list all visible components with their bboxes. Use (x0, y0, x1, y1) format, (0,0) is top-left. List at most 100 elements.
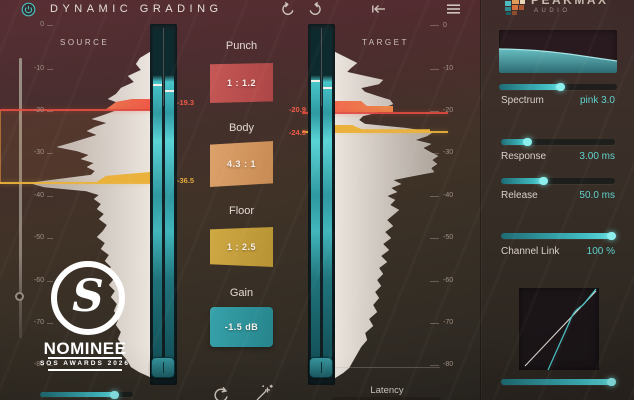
response-value[interactable]: 3.00 ms (579, 151, 615, 162)
target-histogram (335, 51, 439, 379)
source-level-meter (150, 24, 177, 385)
scale-label: -80 (443, 361, 454, 368)
spectrum-label: Spectrum (501, 95, 544, 106)
scale-tick (430, 365, 439, 366)
scale-label: -80 (33, 361, 44, 368)
scale-label: -50 (443, 234, 454, 241)
spectrum-value[interactable]: pink 3.0 (579, 95, 615, 106)
scale-label: -30 (33, 149, 44, 156)
punch-ratio-control[interactable]: 1 : 1.2 (210, 63, 273, 103)
scale-label: -20 (33, 107, 44, 114)
source-threshold-high-line[interactable] (0, 109, 151, 111)
meter-bar-left (311, 30, 320, 377)
punch-label: Punch (225, 40, 258, 52)
target-threshold-low-value: -24.9 (288, 128, 306, 137)
target-meter-handle[interactable] (309, 357, 333, 378)
latency-button[interactable] (330, 397, 442, 400)
target-threshold-high-handle[interactable] (335, 101, 393, 112)
scale-label: -50 (33, 234, 44, 241)
meter-bar-right (165, 30, 174, 377)
scale-label: -30 (443, 149, 454, 156)
brand-subtitle: AUDIO (534, 8, 571, 14)
return-arrow-icon[interactable] (370, 1, 386, 17)
punch-value: 1 : 1.2 (226, 78, 256, 88)
spectrum-slider[interactable] (499, 83, 617, 91)
peak-marker (153, 84, 162, 86)
scale-tick (430, 281, 439, 282)
badge-subtitle: SOS AWARDS 2026 (39, 360, 131, 367)
scale-tick (430, 25, 439, 26)
output-slider-fill (501, 378, 616, 386)
reset-icon[interactable] (212, 386, 228, 400)
gain-value: -1.5 dB (224, 322, 259, 332)
sos-logo-letter: S (72, 270, 104, 322)
floor-value: 1 : 2.5 (226, 242, 256, 252)
db-scale-slider-knob[interactable] (15, 292, 24, 301)
response-slider-fill (501, 138, 532, 146)
body-ratio-control[interactable]: 4.3 : 1 (210, 141, 273, 187)
scale-tick (47, 69, 53, 70)
meter-divider (321, 28, 322, 106)
scale-label: -10 (443, 65, 454, 72)
target-range-track[interactable] (336, 367, 440, 368)
channel-link-slider[interactable] (501, 232, 616, 240)
scale-tick (47, 25, 53, 26)
power-button[interactable] (21, 2, 37, 18)
undo-icon[interactable] (280, 1, 296, 17)
badge-rule (48, 357, 122, 359)
target-threshold-high-line[interactable] (302, 112, 448, 114)
release-value[interactable]: 50.0 ms (579, 190, 615, 201)
scale-tick (47, 111, 53, 112)
meter-bar-left (153, 30, 162, 377)
target-threshold-low-line[interactable] (302, 131, 448, 133)
scale-label: -60 (443, 277, 454, 284)
scale-label: -40 (443, 192, 454, 199)
transfer-curve-display (519, 288, 599, 371)
gain-control[interactable]: -1.5 dB (210, 307, 273, 347)
peak-marker (323, 87, 332, 89)
sos-nominee-badge: S NOMINEE SOS AWARDS 2026 (35, 256, 135, 400)
latency-label: Latency (370, 385, 404, 396)
scale-label: -20 (443, 107, 454, 114)
source-range-slider[interactable] (40, 391, 133, 399)
scale-tick (430, 111, 439, 112)
meter-bar-right (323, 30, 332, 377)
scale-tick (430, 196, 439, 197)
channel-link-value[interactable]: 100 % (586, 246, 615, 257)
channel-link-label: Channel Link (501, 246, 560, 257)
body-label: Body (228, 122, 255, 134)
channel-link-slider-fill (501, 232, 616, 240)
source-threshold-low-value: -36.5 (177, 176, 195, 185)
scale-label: -70 (33, 319, 44, 326)
gain-label: Gain (229, 287, 254, 299)
scale-tick (430, 153, 439, 154)
release-label: Release (501, 190, 538, 201)
scale-label: -60 (33, 277, 44, 284)
scale-label: -10 (33, 65, 44, 72)
nominee-title: NOMINEE (43, 339, 127, 358)
scale-tick (430, 323, 439, 324)
source-threshold-low-line[interactable] (0, 182, 151, 184)
scale-label: -40 (33, 192, 44, 199)
target-level-meter (308, 24, 335, 385)
source-threshold-low-handle[interactable] (95, 172, 150, 183)
scale-tick (47, 196, 53, 197)
target-threshold-high-value: -20.9 (288, 105, 306, 114)
release-slider[interactable] (501, 177, 615, 185)
source-threshold-high-handle[interactable] (105, 99, 150, 110)
source-meter-handle[interactable] (151, 357, 175, 378)
magic-wand-icon[interactable] (254, 383, 274, 400)
source-range-slider-fill (40, 391, 120, 399)
scale-label: 0 (40, 21, 44, 28)
response-slider[interactable] (501, 138, 615, 146)
floor-ratio-control[interactable]: 1 : 2.5 (210, 227, 273, 267)
brand-name: PEAKMAX (531, 0, 609, 7)
db-scale-slider-track[interactable] (19, 58, 22, 338)
scale-tick (47, 365, 53, 366)
plugin-title: DYNAMIC GRADING (50, 3, 223, 15)
redo-icon[interactable] (307, 1, 323, 17)
menu-icon[interactable] (446, 3, 462, 19)
scale-label: -70 (443, 319, 454, 326)
response-label: Response (501, 151, 547, 162)
output-slider[interactable] (501, 378, 616, 386)
